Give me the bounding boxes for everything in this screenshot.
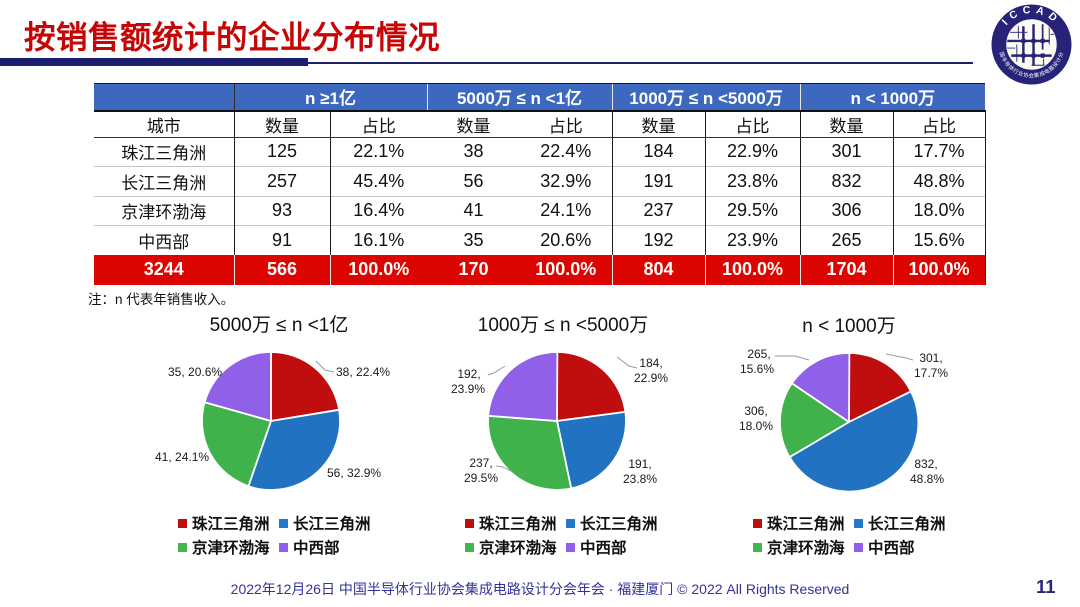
svg-text:长江三角洲: 长江三角洲 [868,514,946,533]
svg-text:306,: 306, [744,404,767,418]
svg-text:17.7%: 17.7% [914,366,948,380]
svg-text:15.6%: 15.6% [740,362,774,376]
svg-text:中西部: 中西部 [293,538,340,557]
svg-text:301,: 301, [919,351,942,365]
svg-text:184,: 184, [639,356,662,370]
svg-text:5000万 ≤ n <1亿: 5000万 ≤ n <1亿 [210,314,349,336]
svg-text:23.9%: 23.9% [451,382,485,396]
svg-text:长江三角洲: 长江三角洲 [580,514,658,533]
svg-text:中西部: 中西部 [580,538,627,557]
svg-text:191,: 191, [628,457,651,471]
svg-text:1000万 ≤ n <5000万: 1000万 ≤ n <5000万 [478,315,648,336]
svg-text:京津环渤海: 京津环渤海 [192,538,270,557]
svg-text:192,: 192, [457,367,480,381]
svg-text:29.5%: 29.5% [464,471,498,485]
svg-text:35, 20.6%: 35, 20.6% [168,365,222,379]
svg-text:23.8%: 23.8% [623,472,657,486]
svg-text:41, 24.1%: 41, 24.1% [155,450,209,464]
svg-text:56, 32.9%: 56, 32.9% [327,466,381,480]
svg-text:38, 22.4%: 38, 22.4% [336,365,390,379]
svg-text:中西部: 中西部 [868,538,915,557]
svg-text:n < 1000万: n < 1000万 [802,316,896,337]
svg-text:珠江三角洲: 珠江三角洲 [479,514,557,533]
svg-text:京津环渤海: 京津环渤海 [479,538,557,557]
svg-text:237,: 237, [469,456,492,470]
svg-text:珠江三角洲: 珠江三角洲 [767,514,845,533]
svg-text:832,: 832, [914,457,937,471]
svg-text:48.8%: 48.8% [910,472,944,486]
svg-text:265,: 265, [747,347,770,361]
svg-text:22.9%: 22.9% [634,371,668,385]
svg-text:长江三角洲: 长江三角洲 [293,514,371,533]
svg-text:京津环渤海: 京津环渤海 [767,538,845,557]
svg-text:18.0%: 18.0% [739,419,773,433]
svg-text:珠江三角洲: 珠江三角洲 [192,514,270,533]
